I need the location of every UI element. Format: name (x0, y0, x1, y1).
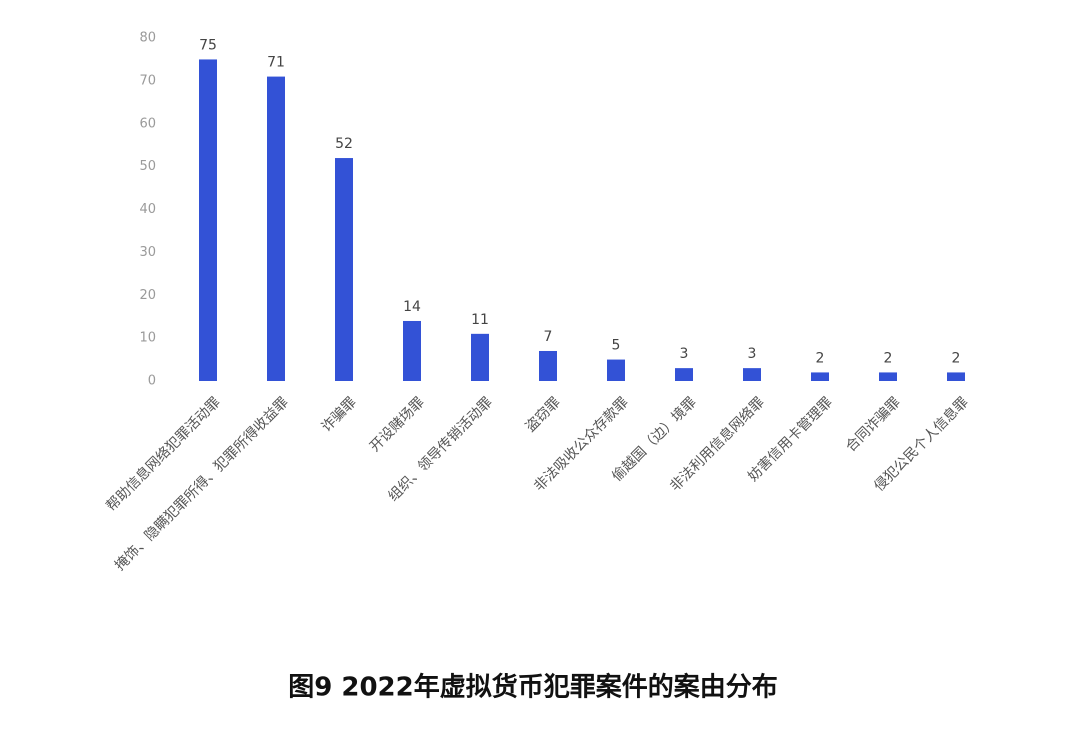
value-label: 52 (335, 136, 353, 152)
y-tick-label: 80 (139, 31, 156, 46)
bar (879, 372, 897, 381)
value-label: 11 (471, 312, 489, 328)
x-tick-label: 帮助信息网络犯罪活动罪 (103, 394, 224, 515)
y-tick-label: 70 (139, 73, 156, 88)
bar (607, 359, 625, 381)
y-tick-label: 0 (148, 374, 156, 389)
value-label: 2 (952, 350, 961, 366)
bar (539, 350, 557, 381)
value-label: 3 (680, 346, 689, 362)
value-label: 2 (884, 350, 893, 366)
bar (199, 59, 217, 381)
value-label: 2 (816, 350, 825, 366)
bar (947, 372, 965, 381)
x-tick-label: 诈骗罪 (319, 394, 360, 435)
value-label: 71 (267, 55, 285, 71)
x-tick-label: 盗窃罪 (523, 394, 564, 435)
bar (743, 368, 761, 381)
bar (811, 372, 829, 381)
bar (335, 158, 353, 381)
value-label: 3 (748, 346, 757, 362)
bar (675, 368, 693, 381)
chart-title: 图9 2022年虚拟货币犯罪案件的案由分布 (288, 672, 778, 703)
x-tick-label: 开设赌场罪 (367, 394, 428, 455)
value-label: 14 (403, 299, 421, 315)
bar (403, 320, 421, 381)
bar (471, 333, 489, 381)
y-tick-label: 50 (139, 159, 156, 174)
y-tick-label: 60 (139, 116, 156, 131)
y-tick-label: 10 (139, 331, 156, 346)
y-tick-label: 40 (139, 202, 156, 217)
bar (267, 76, 285, 382)
x-tick-label: 合同诈骗罪 (843, 394, 904, 455)
value-label: 5 (612, 338, 621, 354)
value-label: 7 (544, 329, 553, 345)
value-label: 75 (199, 37, 217, 53)
y-tick-label: 20 (139, 288, 156, 303)
y-tick-label: 30 (139, 245, 156, 260)
